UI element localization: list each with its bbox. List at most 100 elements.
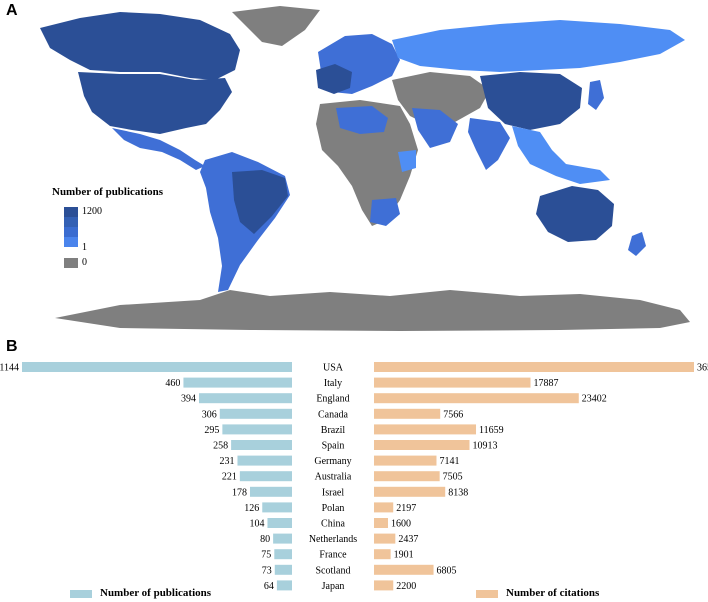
citations-value-israel: 8138	[448, 487, 468, 498]
map-legend-max: 1200	[82, 206, 102, 217]
citations-value-canada: 7566	[443, 409, 463, 420]
map-legend-swatch-high	[64, 207, 78, 217]
publications-bar-canada	[219, 408, 292, 419]
south-africa-region	[370, 198, 400, 226]
usa-region	[78, 72, 232, 134]
publications-value-israel: 178	[232, 487, 247, 498]
central-america-region	[112, 128, 205, 170]
country-label-germany: Germany	[314, 456, 351, 467]
publications-bar-japan	[276, 580, 292, 591]
arabia-region	[412, 108, 458, 148]
citations-value-usa: 36570	[697, 363, 708, 374]
world-map	[40, 6, 690, 331]
map-legend-mid: 1	[82, 242, 87, 253]
map-legend-swatch-zero	[64, 258, 78, 268]
citations-value-china: 1600	[391, 519, 411, 530]
africa-region	[316, 100, 418, 226]
citations-bar-spain	[374, 440, 470, 450]
india-region	[468, 118, 510, 170]
north-africa-blue-region	[336, 106, 388, 134]
publications-value-polan: 126	[244, 503, 259, 514]
panel-a-label: A	[6, 2, 18, 19]
publications-value-england: 394	[181, 394, 196, 405]
north-america-north-region	[40, 12, 240, 80]
country-label-england: England	[316, 394, 349, 405]
publications-value-spain: 258	[213, 441, 228, 452]
citations-value-england: 23402	[582, 394, 607, 405]
antarctica-region	[55, 290, 690, 331]
citations-value-france: 1901	[394, 550, 414, 561]
brazil-region	[232, 170, 288, 234]
publications-value-usa: 1144	[0, 363, 19, 374]
citations-bar-china	[374, 518, 389, 528]
citations-value-polan: 2197	[396, 503, 416, 514]
country-label-brazil: Brazil	[321, 425, 346, 436]
country-label-china: China	[321, 519, 345, 530]
publications-value-france: 75	[261, 550, 271, 561]
greenland-region	[232, 6, 320, 46]
citations-value-spain: 10913	[472, 441, 497, 452]
publications-bar-usa	[22, 362, 292, 372]
publications-value-germany: 231	[219, 456, 234, 467]
citations-value-netherlands: 2437	[398, 534, 418, 545]
east-africa-region	[398, 150, 416, 172]
citations-value-italy: 17887	[534, 378, 559, 389]
country-label-canada: Canada	[318, 409, 349, 420]
western-europe-region	[316, 64, 352, 94]
citations-bar-usa	[374, 362, 694, 372]
publications-value-canada: 306	[202, 409, 217, 420]
publications-value-scotland: 73	[262, 565, 272, 576]
publications-bar-australia	[239, 471, 292, 482]
citations-bar-germany	[374, 455, 437, 466]
publications-bar-polan	[262, 502, 292, 513]
citations-bar-italy	[374, 377, 531, 388]
publications-value-brazil: 295	[204, 425, 219, 436]
new-zealand-region	[628, 232, 646, 256]
publications-bar-italy	[183, 377, 292, 388]
publications-bar-germany	[237, 455, 292, 466]
map-legend-swatch-4	[64, 237, 78, 247]
panel-b-label: B	[6, 338, 18, 355]
publications-value-japan: 64	[264, 581, 274, 592]
citations-bar-canada	[374, 408, 441, 419]
citations-bar-brazil	[374, 424, 477, 435]
citations-bar-israel	[374, 486, 446, 497]
country-label-scotland: Scotland	[316, 565, 351, 576]
citations-bar-japan	[374, 580, 394, 591]
publications-bar-england	[199, 393, 292, 404]
citations-value-scotland: 6805	[437, 565, 457, 576]
country-label-japan: Japan	[322, 581, 345, 592]
publications-bar-china	[267, 518, 292, 528]
publications-value-australia: 221	[222, 472, 237, 483]
publications-bar-scotland	[274, 564, 292, 575]
map-legend-title: Number of publications	[52, 186, 164, 198]
publications-bar-france	[274, 549, 292, 560]
country-label-italy: Italy	[324, 378, 342, 389]
legend-publications-label: Number of publications	[100, 587, 212, 599]
country-label-spain: Spain	[322, 441, 345, 452]
citations-value-brazil: 11659	[479, 425, 504, 436]
russia-region	[392, 20, 685, 72]
country-label-france: France	[319, 550, 347, 561]
citations-bar-england	[374, 393, 579, 404]
country-label-polan: Polan	[322, 503, 345, 514]
southeast-asia-region	[512, 126, 610, 184]
map-legend-swatch-2	[64, 217, 78, 227]
country-label-israel: Israel	[322, 487, 344, 498]
publications-value-italy: 460	[165, 378, 180, 389]
country-label-usa: USA	[323, 363, 344, 374]
publications-bar-spain	[231, 440, 292, 450]
citations-bar-scotland	[374, 564, 434, 575]
publications-value-china: 104	[249, 519, 264, 530]
citations-bar-france	[374, 549, 391, 560]
japan-region	[588, 80, 604, 110]
australia-region	[536, 186, 614, 242]
citations-value-australia: 7505	[443, 472, 463, 483]
country-label-netherlands: Netherlands	[309, 534, 357, 545]
legend-citations-label: Number of citations	[506, 587, 600, 599]
citations-value-germany: 7141	[439, 456, 459, 467]
publications-bar-netherlands	[273, 533, 292, 544]
citations-bar-netherlands	[374, 533, 396, 544]
citations-value-japan: 2200	[396, 581, 416, 592]
